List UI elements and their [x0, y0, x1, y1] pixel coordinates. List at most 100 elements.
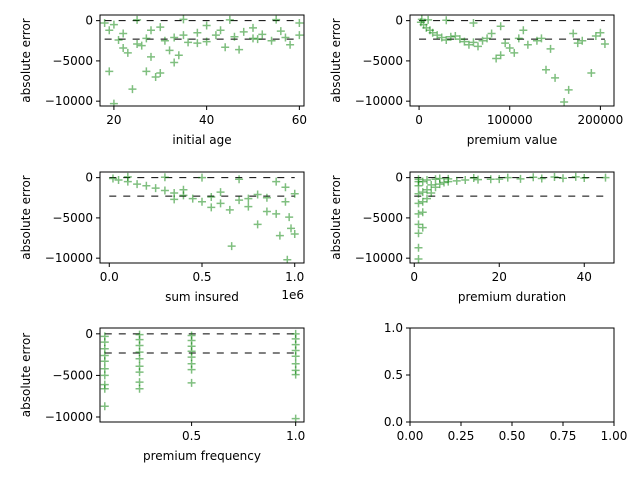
y-tick-label: −5000 — [52, 368, 93, 382]
data-point — [142, 67, 151, 76]
x-axis-label: premium frequency — [143, 449, 261, 463]
data-point — [414, 199, 423, 208]
data-point — [100, 380, 109, 389]
data-point — [451, 31, 460, 40]
x-tick-label: 0.5 — [182, 429, 201, 443]
data-point — [437, 33, 446, 42]
x-axis-label: initial age — [172, 133, 231, 147]
data-point — [510, 48, 519, 57]
data-point — [580, 174, 589, 183]
data-point — [428, 28, 437, 37]
x-tick-label: 0.50 — [499, 429, 526, 443]
data-point — [100, 402, 109, 411]
data-point — [156, 68, 165, 77]
x-offset-label: 1e6 — [281, 288, 304, 302]
data-point — [225, 15, 234, 24]
data-point — [230, 32, 239, 41]
data-point — [483, 34, 492, 43]
y-axis-label: absolute error — [329, 175, 343, 260]
subplot-2: 0 100000 200000 0 −5000 −10000 premium value ab… — [329, 14, 623, 147]
x-tick-label: 1.0 — [285, 270, 304, 284]
data-point — [211, 31, 220, 40]
data-point — [283, 255, 292, 263]
data-point — [442, 35, 451, 44]
data-point — [142, 181, 151, 190]
y-tick-label: −5000 — [52, 211, 93, 225]
data-point — [431, 175, 440, 184]
data-point — [601, 173, 610, 182]
data-point — [100, 19, 109, 28]
data-point — [537, 174, 546, 183]
data-point — [133, 180, 142, 189]
data-point — [435, 174, 444, 183]
data-point — [272, 15, 281, 24]
data-point — [216, 188, 225, 197]
data-point — [418, 208, 427, 217]
data-point — [170, 58, 179, 67]
data-point — [235, 196, 244, 205]
subplot-5: 0.5 1.0 0 −5000 −10000 premium frequency absol… — [19, 327, 305, 463]
data-point — [202, 21, 211, 30]
data-point — [505, 44, 514, 53]
x-tick-label: 1.00 — [601, 429, 628, 443]
data-point — [187, 378, 196, 387]
y-axis-label: absolute error — [19, 175, 33, 260]
data-point — [235, 175, 244, 184]
y-tick-label: 0 — [85, 171, 93, 185]
data-point — [188, 194, 197, 203]
y-tick-label: −10000 — [45, 251, 93, 265]
plot-area — [100, 329, 300, 422]
data-point — [578, 36, 587, 45]
data-point — [170, 33, 179, 42]
data-point — [452, 176, 461, 185]
y-tick-label: −10000 — [45, 410, 93, 424]
x-tick-label: 0.00 — [397, 429, 424, 443]
data-point — [414, 189, 423, 198]
data-point — [184, 38, 193, 47]
data-point — [221, 43, 230, 52]
data-point — [227, 242, 236, 251]
data-point — [414, 243, 423, 252]
x-tick-label: 40 — [199, 113, 214, 127]
data-point — [286, 40, 295, 49]
x-tick-label: 20 — [106, 113, 121, 127]
subplot-3: 0.0 0.5 1.0 0 −5000 −10000 sum insured absolute… — [19, 171, 305, 304]
data-point — [460, 37, 469, 46]
x-axis-label: premium value — [467, 133, 558, 147]
y-tick-label: 0.5 — [384, 368, 403, 382]
data-point — [295, 19, 304, 28]
data-point — [418, 223, 427, 232]
data-point — [276, 27, 285, 36]
x-tick-label: 40 — [577, 270, 592, 284]
data-point — [433, 31, 442, 40]
data-point — [135, 362, 144, 371]
data-point — [427, 180, 436, 189]
data-point — [516, 174, 525, 183]
data-point — [119, 44, 128, 53]
data-point — [455, 35, 464, 44]
x-tick-label: 0.75 — [550, 429, 577, 443]
data-point — [501, 39, 510, 48]
data-point — [295, 31, 304, 40]
subplots: 20 40 60 0 −5000 −10000 initial age absolute er… — [19, 14, 627, 463]
data-point — [207, 203, 216, 212]
data-point — [423, 194, 431, 203]
data-point — [591, 31, 600, 40]
data-point — [253, 190, 262, 199]
y-tick-label: −5000 — [362, 211, 403, 225]
data-point — [198, 197, 206, 206]
data-point — [216, 199, 225, 208]
data-point — [235, 45, 244, 54]
subplot-4: 0 20 40 0 −5000 −10000 premium duration absolut… — [329, 171, 615, 304]
data-point — [202, 37, 211, 46]
data-point — [267, 36, 276, 45]
data-point — [537, 34, 546, 43]
y-tick-label: 0 — [395, 171, 403, 185]
data-point — [225, 205, 234, 214]
y-tick-label: 0 — [85, 14, 93, 28]
data-point — [147, 52, 155, 61]
data-point — [464, 40, 473, 49]
data-point — [560, 97, 569, 106]
data-point — [170, 195, 179, 204]
data-point — [442, 16, 451, 25]
